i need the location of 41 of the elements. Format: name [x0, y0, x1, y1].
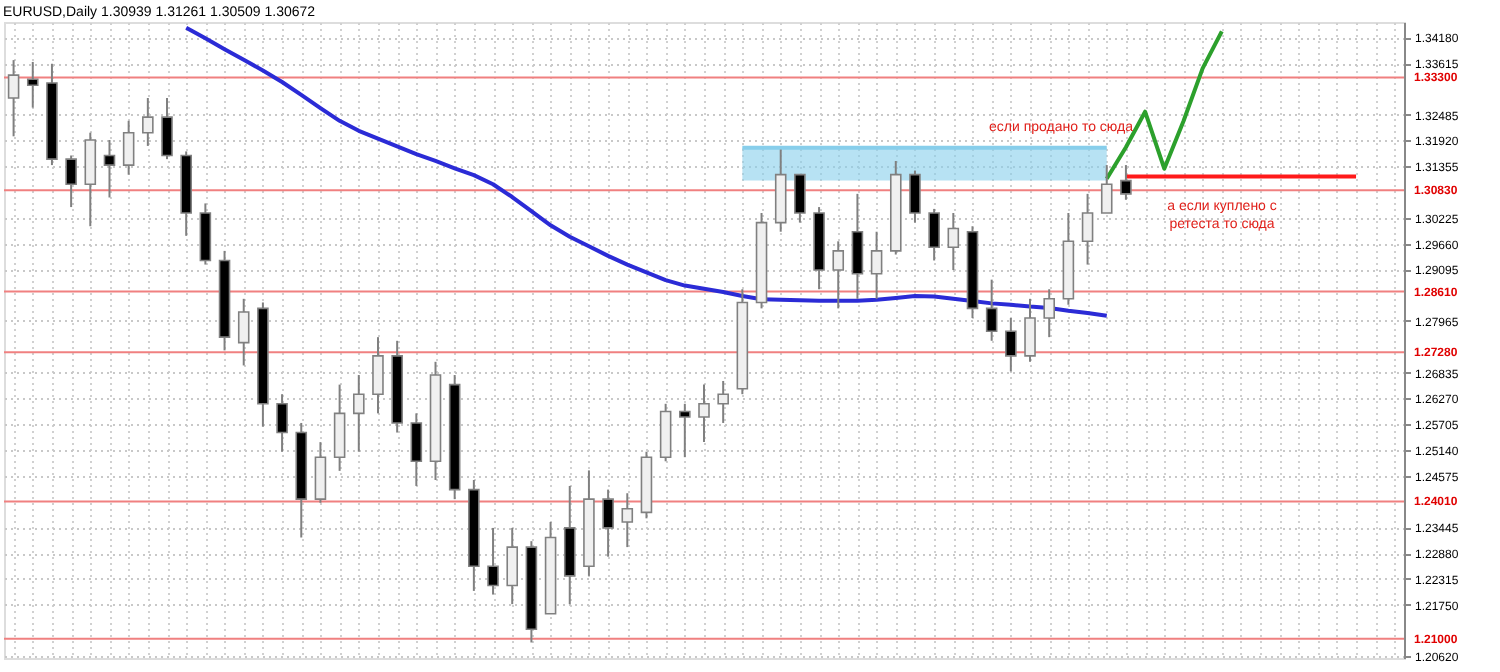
candlestick	[333, 383, 346, 472]
candlestick	[7, 59, 20, 138]
candlestick	[909, 169, 921, 224]
candlestick	[65, 154, 77, 209]
candlestick	[276, 393, 288, 453]
candlestick	[774, 148, 787, 233]
candlestick	[506, 526, 519, 606]
candlestick	[985, 278, 998, 342]
candlestick	[103, 138, 116, 199]
candlestick	[851, 192, 864, 300]
candlestick	[487, 526, 499, 596]
candlestick	[1024, 297, 1036, 363]
candlestick	[372, 336, 384, 415]
candlestick	[410, 412, 423, 487]
candlestick	[314, 441, 327, 504]
candlestick	[142, 96, 154, 147]
candlestick	[122, 119, 135, 176]
candlestick	[794, 173, 806, 224]
candlestick	[659, 402, 672, 463]
candlestick	[679, 402, 691, 459]
candlestick	[1081, 192, 1094, 266]
candlestick	[1100, 164, 1113, 215]
candlestick	[832, 240, 845, 310]
candlestick	[698, 383, 710, 444]
candlestick	[26, 60, 39, 109]
candlestick	[947, 212, 960, 272]
candlestick	[352, 374, 365, 453]
candlestick	[602, 488, 614, 558]
line-series	[1104, 29, 1224, 181]
candlestick	[1043, 288, 1056, 339]
candlestick	[928, 207, 940, 262]
candlestick	[717, 379, 729, 424]
candlestick	[621, 492, 634, 549]
candlestick	[1005, 316, 1017, 373]
candlestick	[161, 96, 173, 161]
candlestick	[1120, 164, 1132, 201]
candlestick	[237, 297, 250, 367]
candlestick	[870, 230, 883, 300]
candlestick	[563, 484, 576, 606]
candlestick	[84, 131, 97, 228]
candlestick	[199, 202, 212, 266]
